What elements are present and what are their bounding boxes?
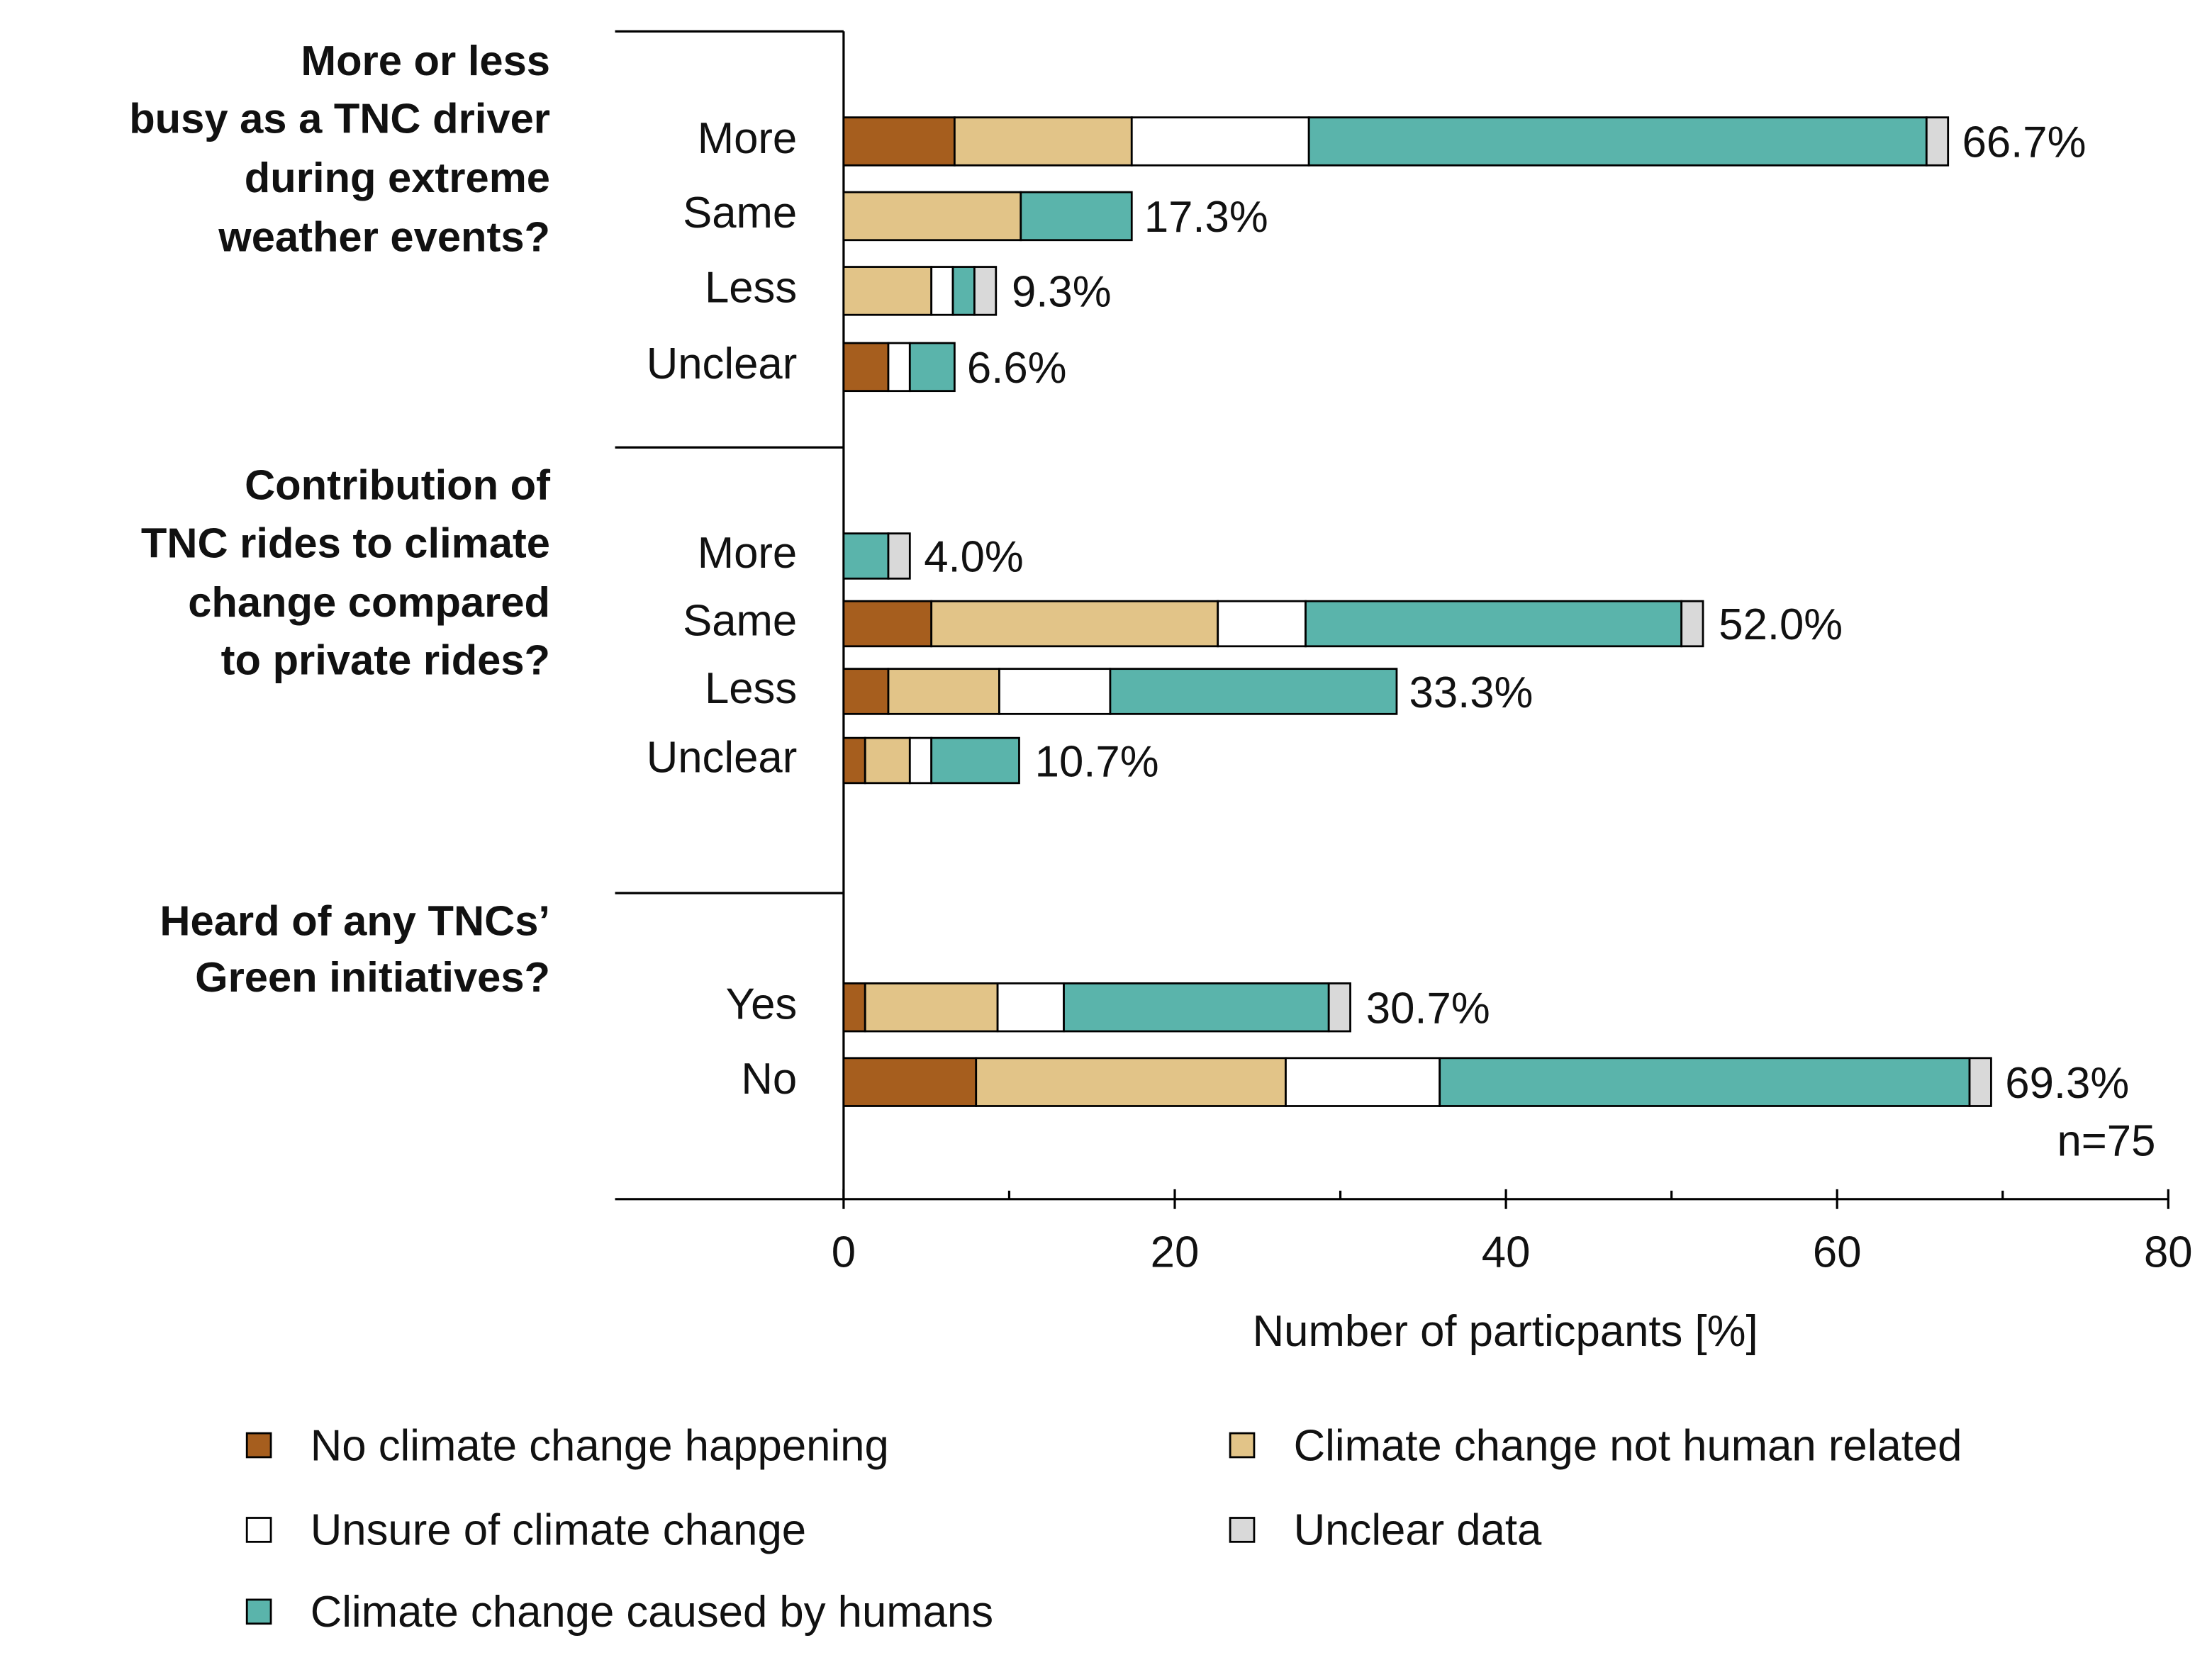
- total-label: 33.3%: [1409, 668, 1534, 717]
- bar-segment: [842, 736, 866, 785]
- group-title: busy as a TNC driver: [129, 94, 550, 142]
- group-title: TNC rides to climate: [141, 519, 550, 566]
- bar-segment: [1109, 668, 1398, 715]
- bar-segment: [1305, 600, 1683, 648]
- bar-segment: [998, 668, 1112, 715]
- total-label: 10.7%: [1035, 737, 1159, 786]
- bar-segment: [908, 342, 956, 393]
- x-tick-label: 0: [832, 1228, 856, 1277]
- total-label: 17.3%: [1144, 193, 1268, 242]
- y-tick-label: Same: [683, 189, 797, 237]
- bar-segment: [1925, 116, 1950, 167]
- group-title: to private rides?: [221, 636, 550, 683]
- total-label: 52.0%: [1719, 600, 1843, 649]
- bar-segment: [1680, 600, 1704, 648]
- y-tick-label: Unclear: [647, 340, 798, 388]
- total-label: 30.7%: [1366, 984, 1490, 1033]
- total-label: 9.3%: [1012, 268, 1112, 317]
- total-label: 66.7%: [1962, 118, 2087, 167]
- y-tick-label: Less: [705, 664, 797, 713]
- bar-segment: [1285, 1057, 1441, 1107]
- bar-segment: [887, 668, 1000, 715]
- bar-segment: [1217, 600, 1307, 648]
- group-title: Contribution of: [245, 461, 550, 509]
- legend-swatch: [245, 1598, 272, 1625]
- x-tick-label: 20: [1151, 1228, 1200, 1277]
- bar-segment: [1439, 1057, 1971, 1107]
- legend-swatch: [245, 1432, 272, 1459]
- bar-segment: [842, 1057, 978, 1107]
- total-label: 69.3%: [2005, 1059, 2129, 1108]
- bar-segment: [930, 266, 954, 316]
- x-tick-label: 60: [1813, 1228, 1862, 1277]
- legend-label: Unclear data: [1294, 1506, 1542, 1555]
- legend-swatch: [1229, 1432, 1256, 1459]
- total-label: 4.0%: [924, 533, 1024, 582]
- legend-label: Climate change caused by humans: [311, 1588, 993, 1637]
- group-title: Heard of any TNCs’: [160, 897, 550, 945]
- x-axis-label: Number of particpants [%]: [1253, 1307, 1758, 1356]
- bar-segment: [842, 532, 890, 580]
- bar-segment: [1968, 1057, 1992, 1107]
- bar-segment: [1130, 116, 1310, 167]
- bar-segment: [842, 982, 866, 1033]
- bar-segment: [930, 736, 1020, 785]
- total-label: 6.6%: [967, 344, 1067, 393]
- bar-segment: [973, 266, 998, 316]
- bar-segment: [930, 600, 1219, 648]
- group-title: Green initiatives?: [195, 953, 550, 1001]
- legend-label: Climate change not human related: [1294, 1421, 1962, 1470]
- legend-swatch: [245, 1517, 272, 1543]
- legend-swatch: [1229, 1517, 1256, 1543]
- bar-segment: [975, 1057, 1287, 1107]
- bar-segment: [842, 266, 933, 316]
- bar-segment: [842, 600, 933, 648]
- bar-segment: [864, 736, 911, 785]
- group-title: weather events?: [218, 213, 550, 261]
- x-tick-label: 40: [1482, 1228, 1531, 1277]
- bar-segment: [887, 532, 911, 580]
- bar-segment: [1327, 982, 1351, 1033]
- x-tick-label: 80: [2144, 1228, 2193, 1277]
- bar-segment: [953, 116, 1133, 167]
- bar-segment: [996, 982, 1065, 1033]
- bar-segment: [887, 342, 911, 393]
- group-title: during extreme: [245, 154, 550, 201]
- bar-segment: [951, 266, 976, 316]
- group-title: More or less: [301, 37, 550, 84]
- group-title: change compared: [188, 578, 550, 626]
- y-tick-label: Less: [705, 264, 797, 313]
- bar-segment: [1307, 116, 1928, 167]
- y-tick-label: No: [741, 1055, 797, 1104]
- y-tick-label: Yes: [726, 980, 798, 1028]
- legend-label: Unsure of climate change: [311, 1506, 806, 1555]
- bar-segment: [1063, 982, 1330, 1033]
- bar-segment: [908, 736, 933, 785]
- legend-label: No climate change happening: [311, 1421, 889, 1470]
- bar-segment: [864, 982, 999, 1033]
- y-tick-label: More: [698, 114, 798, 163]
- bar-segment: [1020, 191, 1133, 242]
- bar-segment: [842, 191, 1022, 242]
- y-tick-label: More: [698, 529, 798, 578]
- y-tick-label: Same: [683, 596, 797, 645]
- bar-segment: [842, 668, 890, 715]
- y-tick-label: Unclear: [647, 733, 798, 782]
- bar-segment: [842, 342, 890, 393]
- bar-segment: [842, 116, 956, 167]
- annotation: n=75: [2057, 1117, 2155, 1166]
